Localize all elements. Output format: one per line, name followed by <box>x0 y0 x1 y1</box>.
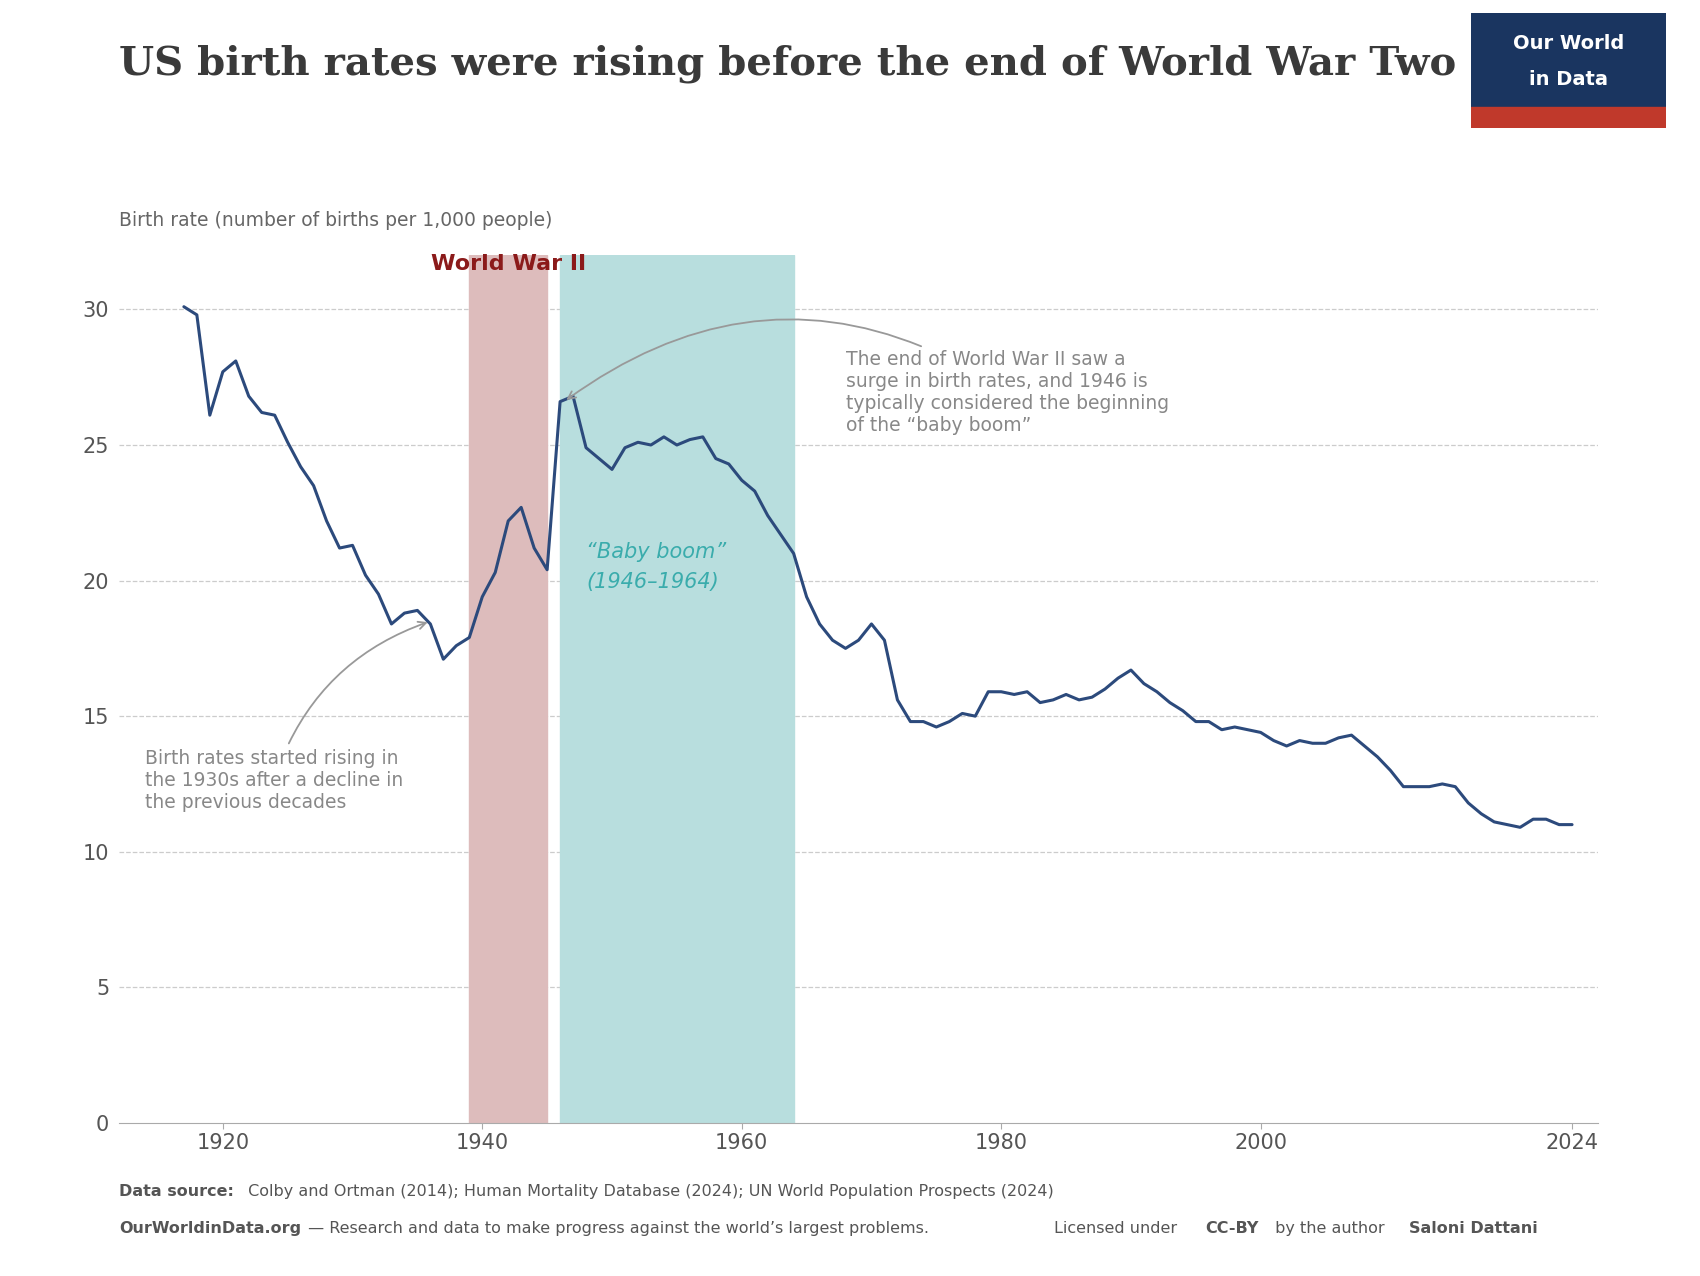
Text: Data source:: Data source: <box>119 1184 235 1199</box>
Bar <box>469 255 547 1123</box>
Text: by the author: by the author <box>1270 1221 1389 1236</box>
Text: OurWorldinData.org: OurWorldinData.org <box>119 1221 301 1236</box>
Text: US birth rates were rising before the end of World War Two: US birth rates were rising before the en… <box>119 45 1457 83</box>
Text: in Data: in Data <box>1528 70 1608 89</box>
Text: — Research and data to make progress against the world’s largest problems.: — Research and data to make progress aga… <box>303 1221 928 1236</box>
Text: Birth rates started rising in
the 1930s after a decline in
the previous decades: Birth rates started rising in the 1930s … <box>144 621 425 812</box>
FancyBboxPatch shape <box>1470 13 1666 107</box>
FancyBboxPatch shape <box>1470 107 1666 128</box>
Text: Colby and Ortman (2014); Human Mortality Database (2024); UN World Population Pr: Colby and Ortman (2014); Human Mortality… <box>243 1184 1054 1199</box>
Text: World War II: World War II <box>430 254 586 274</box>
Text: CC-BY: CC-BY <box>1205 1221 1258 1236</box>
Text: “Baby boom”
(1946–1964): “Baby boom” (1946–1964) <box>586 542 726 592</box>
Text: Birth rate (number of births per 1,000 people): Birth rate (number of births per 1,000 p… <box>119 211 552 230</box>
Text: Saloni Dattani: Saloni Dattani <box>1409 1221 1538 1236</box>
Text: Licensed under: Licensed under <box>1054 1221 1182 1236</box>
Bar <box>559 255 794 1123</box>
Text: The end of World War II saw a
surge in birth rates, and 1946 is
typically consid: The end of World War II saw a surge in b… <box>568 319 1168 435</box>
Text: Our World: Our World <box>1513 34 1624 54</box>
